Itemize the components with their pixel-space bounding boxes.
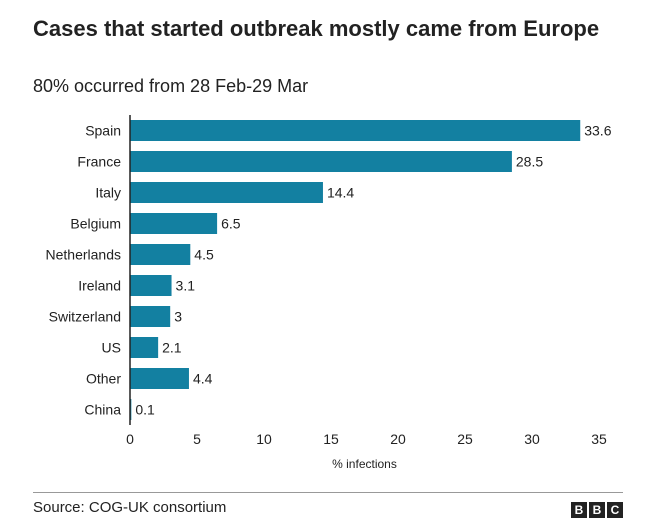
value-labels: 33.6 28.5 14.4 6.5 4.5 3.1 3 2.1 4.4 0.1: [135, 123, 611, 418]
x-tick-label: 0: [126, 431, 134, 447]
category-label: Switzerland: [49, 309, 121, 325]
bar-us: [130, 337, 159, 358]
x-tick-label: 30: [524, 431, 540, 447]
x-axis-ticks: 0 5 10 15 20 25 30 35: [126, 431, 607, 447]
value-label: 4.5: [194, 247, 214, 263]
x-tick-label: 15: [323, 431, 339, 447]
x-tick-label: 25: [457, 431, 473, 447]
value-label: 14.4: [327, 185, 354, 201]
value-label: 0.1: [135, 402, 155, 418]
category-labels: Spain France Italy Belgium Netherlands Irelan…: [46, 123, 122, 418]
bar-ireland: [130, 275, 172, 296]
x-tick-label: 35: [591, 431, 607, 447]
source-note: Source: COG-UK consortium: [33, 499, 227, 516]
value-label: 2.1: [162, 340, 182, 356]
value-label: 6.5: [221, 216, 241, 232]
value-label: 3.1: [176, 278, 196, 294]
bar-spain: [130, 120, 581, 141]
chart-title: Cases that started outbreak mostly came …: [33, 16, 600, 41]
value-label: 4.4: [193, 371, 213, 387]
category-label: Spain: [85, 123, 121, 139]
bar-netherlands: [130, 244, 191, 265]
value-label: 28.5: [516, 154, 543, 170]
category-label: Italy: [95, 185, 121, 201]
bar-switzerland: [130, 306, 171, 327]
category-label: Netherlands: [46, 247, 122, 263]
bars-group: [130, 120, 581, 420]
value-label: 33.6: [584, 123, 611, 139]
value-label: 3: [174, 309, 182, 325]
x-tick-label: 5: [193, 431, 201, 447]
category-label: Ireland: [78, 278, 121, 294]
x-tick-label: 10: [256, 431, 272, 447]
x-axis-label: % infections: [332, 457, 397, 471]
bbc-logo-letter-b1: B: [571, 502, 587, 518]
bbc-logo-letter-c: C: [607, 502, 623, 518]
bbc-logo: B B C: [571, 502, 623, 518]
x-tick-label: 20: [390, 431, 406, 447]
bar-other: [130, 368, 189, 389]
footer-divider: [33, 492, 623, 493]
bar-belgium: [130, 213, 218, 234]
category-label: Other: [86, 371, 121, 387]
bar-chart: Spain France Italy Belgium Netherlands Irelan…: [46, 115, 612, 471]
category-label: China: [84, 402, 121, 418]
bar-france: [130, 151, 512, 172]
category-label: US: [102, 340, 121, 356]
category-label: Belgium: [70, 216, 121, 232]
category-label: France: [77, 154, 121, 170]
bbc-logo-letter-b2: B: [589, 502, 605, 518]
bar-italy: [130, 182, 323, 203]
chart-subtitle: 80% occurred from 28 Feb-29 Mar: [33, 76, 309, 96]
